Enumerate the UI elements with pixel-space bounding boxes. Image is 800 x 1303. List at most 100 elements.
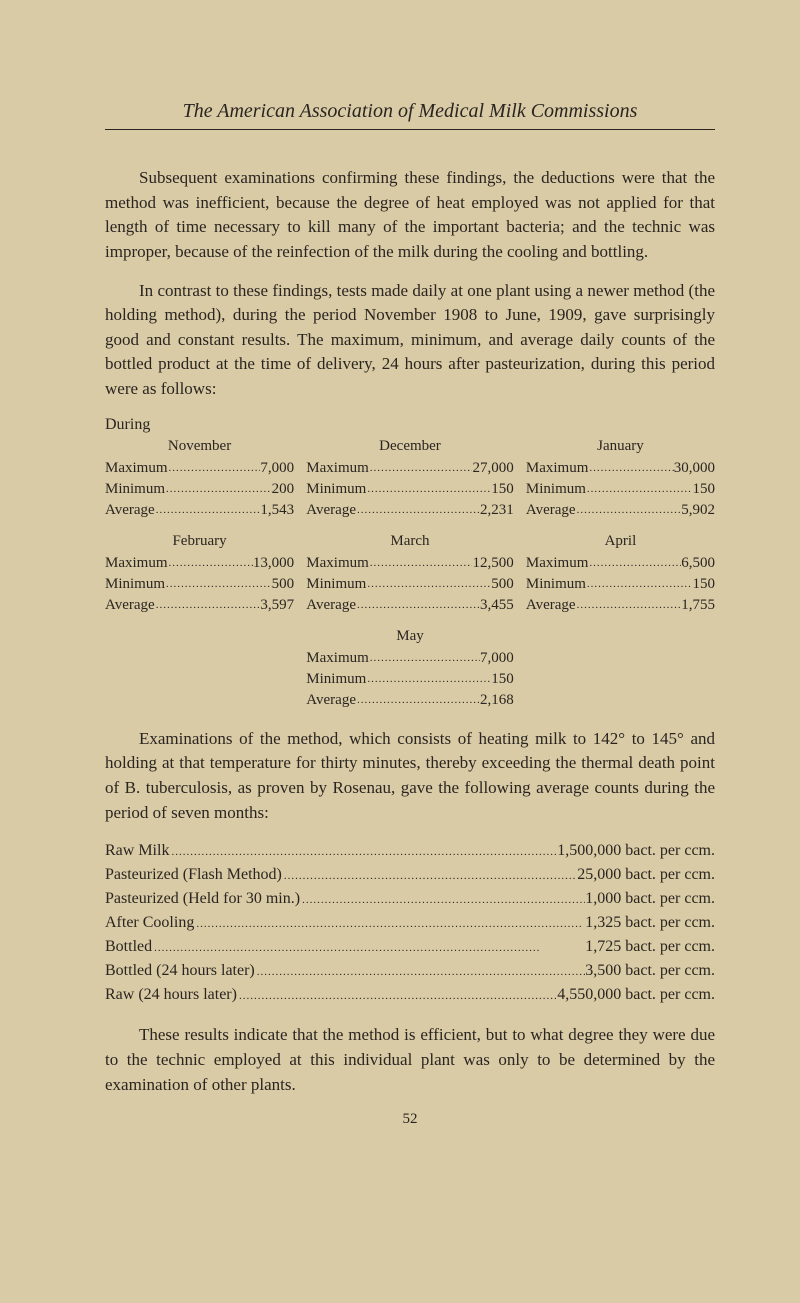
paragraph-1: Subsequent examinations confirming these… <box>105 166 715 265</box>
month-row-2: February Maximum........................… <box>105 531 715 616</box>
max-label: Maximum <box>105 458 168 479</box>
paragraph-2: In contrast to these findings, tests mad… <box>105 279 715 402</box>
dotfill: ........................................… <box>356 693 480 708</box>
month-name: April <box>526 531 715 552</box>
max-val: 30,000 <box>674 458 715 479</box>
dotfill: ........................................… <box>168 556 253 571</box>
counts-list: Raw Milk................................… <box>105 839 715 1007</box>
dotfill: ........................................… <box>152 940 585 957</box>
avg-label: Average <box>526 595 576 616</box>
paragraph-3: Examinations of the method, which consis… <box>105 727 715 826</box>
dotfill: ........................................… <box>576 598 682 613</box>
dotfill: ........................................… <box>588 461 673 476</box>
min-val: 200 <box>272 479 295 500</box>
dotfill: ........................................… <box>369 461 473 476</box>
avg-label: Average <box>105 500 155 521</box>
dotfill: ........................................… <box>366 577 491 592</box>
count-val: 1,325 bact. per ccm. <box>585 911 715 935</box>
dotfill: ........................................… <box>576 503 682 518</box>
list-item: After Cooling...........................… <box>105 911 715 935</box>
count-label: Bottled (24 hours later) <box>105 959 255 983</box>
max-val: 12,500 <box>472 553 513 574</box>
min-label: Minimum <box>306 574 366 595</box>
dotfill: ........................................… <box>165 482 272 497</box>
page-title: The American Association of Medical Milk… <box>105 100 715 130</box>
page-number: 52 <box>105 1111 715 1128</box>
count-val: 1,500,000 bact. per ccm. <box>557 839 715 863</box>
avg-label: Average <box>306 500 356 521</box>
dotfill: ........................................… <box>282 868 577 885</box>
dotfill: ........................................… <box>237 988 557 1005</box>
count-label: Raw Milk <box>105 839 169 863</box>
max-val: 7,000 <box>260 458 294 479</box>
paragraph-4: These results indicate that the method i… <box>105 1023 715 1097</box>
dotfill: ........................................… <box>300 892 585 909</box>
month-mar: March Maximum...........................… <box>306 531 513 616</box>
dotfill: ........................................… <box>586 577 693 592</box>
count-val: 1,725 bact. per ccm. <box>585 935 715 959</box>
avg-val: 3,597 <box>260 595 294 616</box>
avg-label: Average <box>526 500 576 521</box>
dotfill: ........................................… <box>356 503 480 518</box>
min-label: Minimum <box>306 479 366 500</box>
avg-val: 5,902 <box>681 500 715 521</box>
dotfill: ........................................… <box>366 672 491 687</box>
month-feb: February Maximum........................… <box>105 531 294 616</box>
max-label: Maximum <box>306 648 369 669</box>
min-val: 150 <box>692 574 715 595</box>
list-item: Raw (24 hours later)....................… <box>105 983 715 1007</box>
dotfill: ........................................… <box>194 916 585 933</box>
dotfill: ........................................… <box>155 598 261 613</box>
min-label: Minimum <box>526 574 586 595</box>
month-jan: January Maximum.........................… <box>526 436 715 521</box>
dotfill: ........................................… <box>586 482 693 497</box>
month-nov: November Maximum........................… <box>105 436 294 521</box>
min-val: 500 <box>272 574 295 595</box>
list-item: Raw Milk................................… <box>105 839 715 863</box>
max-val: 6,500 <box>681 553 715 574</box>
count-val: 1,000 bact. per ccm. <box>585 887 715 911</box>
max-label: Maximum <box>306 553 369 574</box>
dotfill: ........................................… <box>369 556 473 571</box>
count-label: Pasteurized (Flash Method) <box>105 863 282 887</box>
max-label: Maximum <box>306 458 369 479</box>
count-label: Pasteurized (Held for 30 min.) <box>105 887 300 911</box>
month-name: May <box>306 626 513 647</box>
month-name: December <box>306 436 513 457</box>
min-label: Minimum <box>306 669 366 690</box>
month-dec: December Maximum........................… <box>306 436 513 521</box>
min-label: Minimum <box>105 479 165 500</box>
min-val: 500 <box>491 574 514 595</box>
count-label: Raw (24 hours later) <box>105 983 237 1007</box>
max-label: Maximum <box>526 553 589 574</box>
max-label: Maximum <box>526 458 589 479</box>
dotfill: ........................................… <box>366 482 491 497</box>
max-label: Maximum <box>105 553 168 574</box>
avg-label: Average <box>306 595 356 616</box>
count-label: Bottled <box>105 935 152 959</box>
month-row-1: November Maximum........................… <box>105 436 715 521</box>
dotfill: ........................................… <box>356 598 480 613</box>
list-item: Pasteurized (Held for 30 min.)..........… <box>105 887 715 911</box>
month-row-3: May Maximum.............................… <box>105 626 715 711</box>
dotfill: ........................................… <box>369 651 480 666</box>
during-label: During <box>105 416 715 434</box>
count-label: After Cooling <box>105 911 194 935</box>
month-apr: April Maximum...........................… <box>526 531 715 616</box>
min-label: Minimum <box>526 479 586 500</box>
min-val: 150 <box>491 479 514 500</box>
avg-label: Average <box>105 595 155 616</box>
list-item: Pasteurized (Flash Method)..............… <box>105 863 715 887</box>
max-val: 13,000 <box>253 553 294 574</box>
avg-val: 1,543 <box>260 500 294 521</box>
max-val: 27,000 <box>472 458 513 479</box>
min-val: 150 <box>692 479 715 500</box>
dotfill: ........................................… <box>165 577 272 592</box>
monthly-table: During November Maximum.................… <box>105 416 715 711</box>
month-name: February <box>105 531 294 552</box>
list-item: Bottled.................................… <box>105 935 715 959</box>
avg-val: 2,168 <box>480 690 514 711</box>
count-val: 25,000 bact. per ccm. <box>577 863 715 887</box>
avg-val: 1,755 <box>681 595 715 616</box>
max-val: 7,000 <box>480 648 514 669</box>
